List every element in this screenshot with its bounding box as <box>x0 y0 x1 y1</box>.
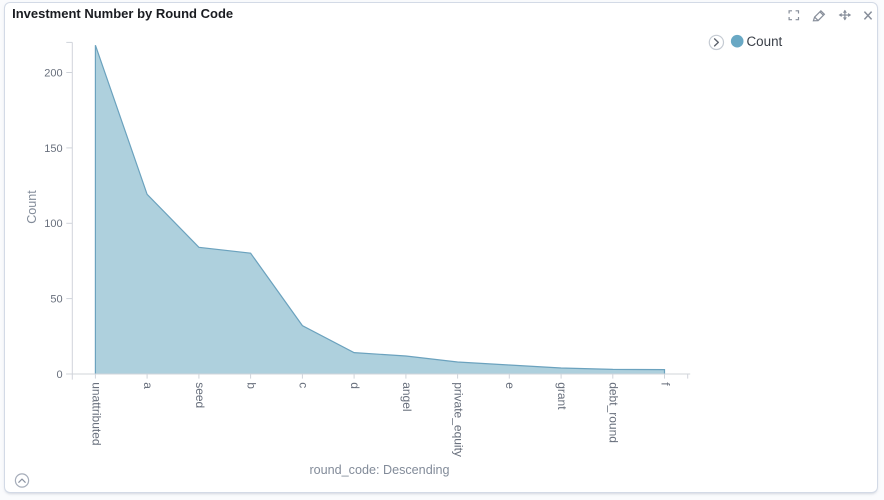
svg-text:50: 50 <box>50 294 62 306</box>
svg-text:Investment Number by Round Cod: Investment Number by Round Code <box>12 6 233 21</box>
svg-text:e: e <box>503 382 517 389</box>
svg-text:b: b <box>245 382 259 389</box>
svg-text:d: d <box>348 382 362 389</box>
svg-text:Count: Count <box>747 34 783 49</box>
svg-text:private_equity: private_equity <box>452 382 466 457</box>
svg-text:seed: seed <box>193 382 207 408</box>
svg-text:150: 150 <box>44 143 62 155</box>
svg-text:200: 200 <box>44 67 62 79</box>
svg-text:round_code: Descending: round_code: Descending <box>309 463 449 477</box>
svg-text:debt_round: debt_round <box>607 382 621 443</box>
svg-text:0: 0 <box>56 369 62 381</box>
svg-text:grant: grant <box>555 382 569 410</box>
svg-text:f: f <box>658 382 672 386</box>
svg-text:a: a <box>141 382 155 389</box>
svg-text:100: 100 <box>44 218 62 230</box>
svg-text:unattributed: unattributed <box>89 382 103 445</box>
svg-text:angel: angel <box>400 382 414 411</box>
svg-text:Count: Count <box>25 190 39 224</box>
svg-text:c: c <box>296 382 310 388</box>
